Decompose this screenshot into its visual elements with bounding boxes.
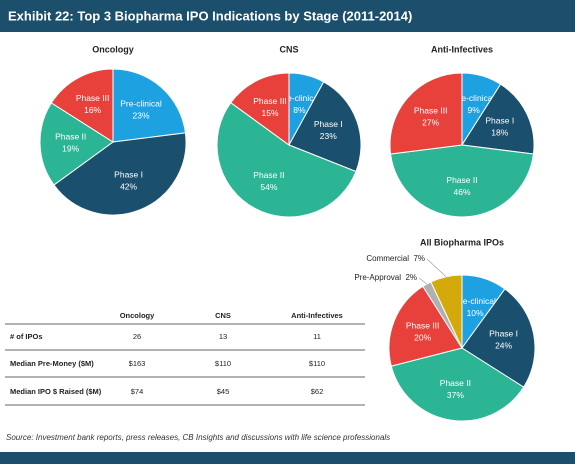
slice-value: 46% <box>453 187 470 197</box>
table-header: CNS <box>215 311 231 320</box>
slice-value: 15% <box>262 108 279 118</box>
pie-slice <box>390 144 534 218</box>
table-cell: $110 <box>215 359 231 368</box>
table-row-label: # of IPOs <box>10 332 43 341</box>
pie-title: All Biopharma IPOs <box>420 237 504 247</box>
outside-value: 7% <box>413 254 425 263</box>
leader-line <box>426 258 447 277</box>
page-title: Exhibit 22: Top 3 Biopharma IPO Indicati… <box>8 8 412 23</box>
outside-label: Commercial <box>366 254 409 263</box>
slice-label: Pre-clinical <box>120 98 162 108</box>
slice-value: 10% <box>467 308 484 318</box>
slice-label: Phase II <box>253 170 284 180</box>
table-cell: $45 <box>217 387 230 396</box>
pie-slice <box>50 68 114 143</box>
slice-value: 37% <box>447 390 464 400</box>
pie-slice <box>230 72 290 146</box>
slice-value: 24% <box>495 340 512 350</box>
table-cell: $74 <box>131 387 144 396</box>
outside-value: 2% <box>405 273 417 282</box>
slice-value: 8% <box>293 105 306 115</box>
footer-bar <box>0 452 575 464</box>
leader-line <box>418 277 428 285</box>
pie-slice <box>430 274 463 349</box>
slice-value: 20% <box>414 333 431 343</box>
slice-value: 9% <box>468 105 481 115</box>
pie-slice <box>53 132 187 216</box>
slice-value: 54% <box>260 182 277 192</box>
slice-value: 42% <box>120 182 137 192</box>
slice-value: 19% <box>62 144 79 154</box>
title-bar <box>0 0 575 32</box>
slice-label: Phase III <box>76 93 110 103</box>
pie-slice <box>461 83 535 155</box>
slice-label: Phase II <box>440 378 471 388</box>
table-cell: 11 <box>313 332 321 341</box>
slice-value: 16% <box>84 105 101 115</box>
slice-label: Phase III <box>253 96 287 106</box>
slice-label: Phase I <box>314 119 343 129</box>
table-header: Oncology <box>120 311 155 320</box>
table-cell: 26 <box>133 332 141 341</box>
slice-label: Pre-clinical <box>453 93 495 103</box>
table-cell: $62 <box>311 387 324 396</box>
slice-label: Phase II <box>446 175 477 185</box>
slice-value: 23% <box>132 110 149 120</box>
pie-slice <box>461 288 536 388</box>
pie-slice <box>112 68 186 143</box>
slice-label: Phase II <box>55 132 86 142</box>
pie-title: Oncology <box>92 44 134 54</box>
slice-value: 27% <box>422 118 439 128</box>
pie-slice <box>389 72 463 155</box>
slice-label: Phase I <box>489 328 518 338</box>
source: Source: Investment bank reports, press r… <box>6 433 390 442</box>
pie-title: CNS <box>279 44 298 54</box>
slice-value: 18% <box>491 127 508 137</box>
outside-label: Pre-Approval <box>354 273 401 282</box>
table-row-label: Median IPO $ Raised ($M) <box>10 387 102 396</box>
table-cell: 13 <box>219 332 227 341</box>
pie-slice <box>390 347 525 422</box>
pie-slice <box>216 101 357 218</box>
slice-label: Phase I <box>114 170 143 180</box>
slice-label: Phase I <box>485 115 514 125</box>
slice-label: Pre-clinical <box>454 296 496 306</box>
slice-label: Pre-clinical <box>279 93 321 103</box>
pie-slice <box>388 285 463 367</box>
table-header: Anti-Infectives <box>291 311 343 320</box>
pie-title: Anti-Infectives <box>431 44 493 54</box>
pie-slice <box>39 102 114 186</box>
slice-label: Phase III <box>414 106 448 116</box>
table-row-label: Median Pre-Money ($M) <box>10 359 94 368</box>
table-cell: $163 <box>129 359 146 368</box>
slice-value: 23% <box>320 131 337 141</box>
slice-label: Phase III <box>406 321 440 331</box>
pie-slice <box>288 81 362 173</box>
table-cell: $110 <box>309 359 325 368</box>
